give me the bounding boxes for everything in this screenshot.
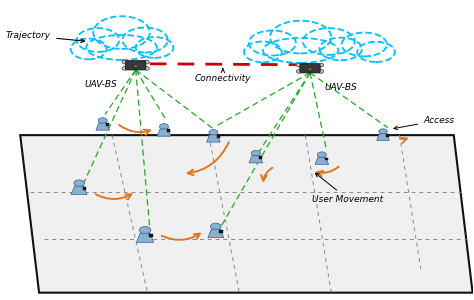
Ellipse shape xyxy=(136,37,173,58)
FancyBboxPatch shape xyxy=(300,64,320,73)
Text: User Movement: User Movement xyxy=(312,173,383,204)
Text: Connectivity: Connectivity xyxy=(195,69,251,83)
Bar xyxy=(106,123,109,126)
Text: Access: Access xyxy=(394,116,454,130)
Bar xyxy=(219,230,223,233)
Circle shape xyxy=(318,70,324,73)
Circle shape xyxy=(122,67,128,70)
Circle shape xyxy=(74,180,84,187)
Circle shape xyxy=(296,63,302,67)
Ellipse shape xyxy=(319,38,362,60)
Polygon shape xyxy=(208,229,224,238)
Ellipse shape xyxy=(71,38,107,59)
Polygon shape xyxy=(377,134,390,140)
Circle shape xyxy=(98,118,107,123)
Circle shape xyxy=(318,63,324,67)
Bar xyxy=(217,135,219,138)
Circle shape xyxy=(317,152,326,158)
Circle shape xyxy=(309,68,311,70)
Circle shape xyxy=(144,60,149,64)
Ellipse shape xyxy=(122,28,168,52)
Ellipse shape xyxy=(357,42,395,62)
Ellipse shape xyxy=(263,38,338,63)
Text: Trajectory: Trajectory xyxy=(6,31,84,43)
Polygon shape xyxy=(137,233,154,242)
Circle shape xyxy=(139,226,151,234)
Polygon shape xyxy=(207,135,220,142)
Circle shape xyxy=(134,65,137,67)
Ellipse shape xyxy=(77,28,119,52)
Circle shape xyxy=(122,60,128,64)
Ellipse shape xyxy=(86,35,157,60)
Polygon shape xyxy=(249,156,263,163)
Ellipse shape xyxy=(270,21,331,53)
Bar xyxy=(325,158,328,160)
Bar xyxy=(259,156,262,159)
Circle shape xyxy=(210,223,221,230)
Polygon shape xyxy=(157,129,171,136)
Circle shape xyxy=(159,124,168,129)
Ellipse shape xyxy=(342,33,387,56)
Circle shape xyxy=(251,150,260,156)
Ellipse shape xyxy=(303,28,355,55)
Circle shape xyxy=(296,70,302,73)
Circle shape xyxy=(379,129,387,134)
Polygon shape xyxy=(96,123,109,130)
Bar xyxy=(83,187,86,190)
Polygon shape xyxy=(315,157,328,164)
Polygon shape xyxy=(20,135,473,293)
FancyBboxPatch shape xyxy=(126,61,146,70)
Bar xyxy=(386,134,389,136)
Text: UAV-BS: UAV-BS xyxy=(324,83,357,92)
Circle shape xyxy=(144,67,149,70)
Polygon shape xyxy=(71,186,87,194)
Ellipse shape xyxy=(249,31,296,56)
Circle shape xyxy=(209,130,218,135)
Bar xyxy=(149,234,153,237)
Bar xyxy=(167,129,170,132)
Text: UAV-BS: UAV-BS xyxy=(84,80,117,89)
Ellipse shape xyxy=(244,41,282,62)
Ellipse shape xyxy=(93,16,150,49)
